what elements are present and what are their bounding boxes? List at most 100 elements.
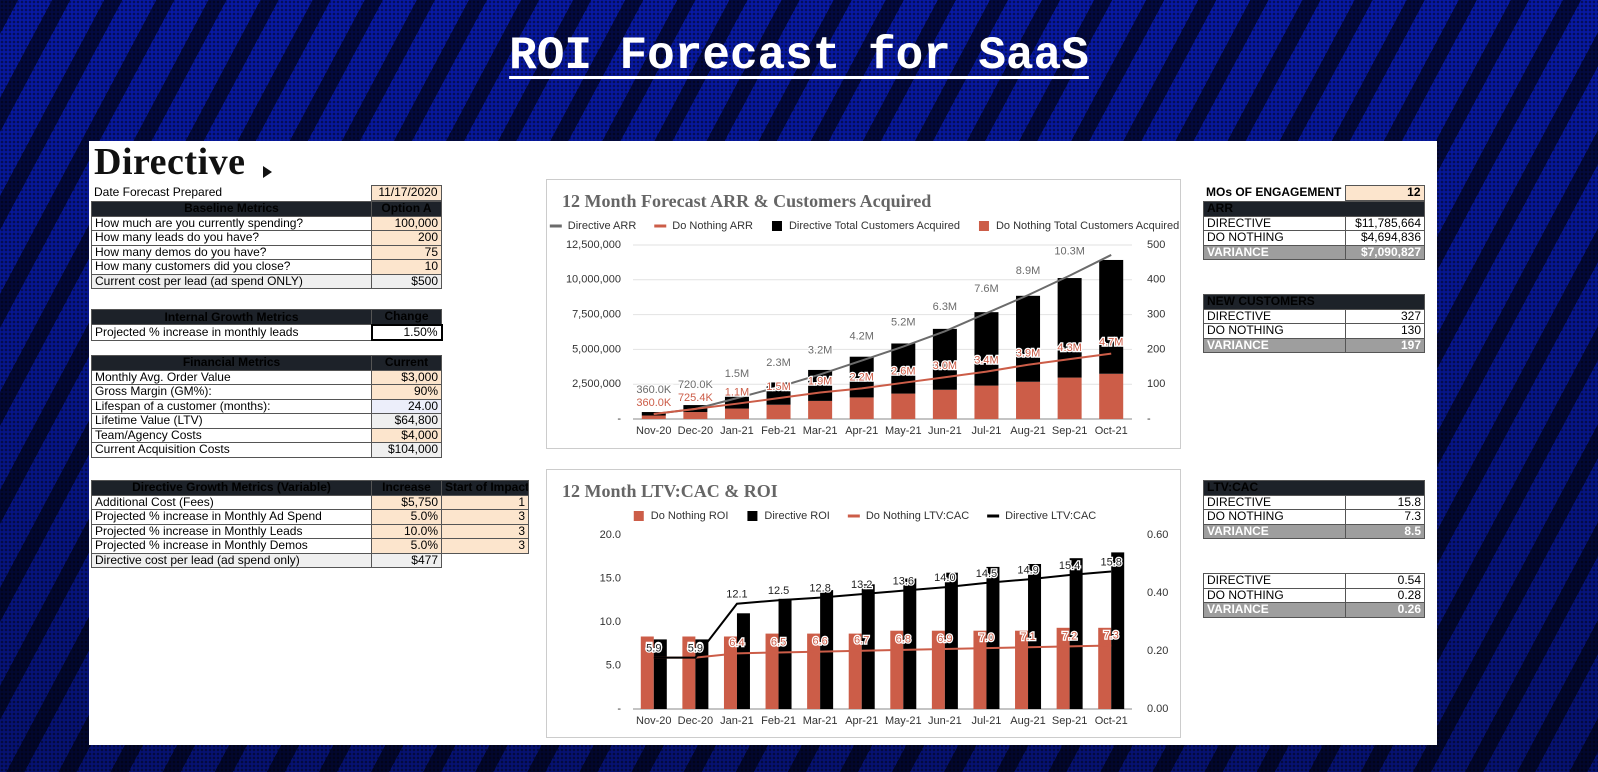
bar — [640, 636, 654, 709]
bar — [808, 400, 833, 419]
chart-title: 12 Month LTV:CAC & ROI — [562, 481, 778, 501]
cell: 197 — [1344, 337, 1426, 353]
bar — [736, 613, 750, 709]
x-tick-label: Aug-21 — [1010, 715, 1045, 727]
table-row: DIRECTIVE 15.8 — [1203, 494, 1426, 510]
data-label: 7.1 — [1020, 631, 1035, 643]
legend-label: Do Nothing ARR — [672, 220, 753, 232]
x-tick-label: Oct-21 — [1095, 425, 1128, 437]
table-row: Team/Agency Costs $4,000 — [91, 427, 442, 443]
cell: MOs OF ENGAGEMENT — [1206, 185, 1342, 200]
legend-item: Directive ARR — [549, 220, 636, 232]
bar — [932, 389, 957, 419]
cell: 0.28 — [1345, 587, 1425, 603]
table-header: ARR — [1203, 201, 1425, 217]
y-tick-label: 5.0 — [606, 659, 621, 671]
cell: 90% — [371, 384, 442, 400]
bar — [861, 584, 875, 709]
bar — [931, 630, 945, 709]
cell: 7.3 — [1344, 509, 1426, 525]
data-label: 10.3M — [1054, 246, 1085, 258]
chart-title: 12 Month Forecast ARR & Customers Acquir… — [562, 191, 931, 211]
line — [653, 352, 1112, 415]
table-row: VARIANCE $7,090,827 — [1203, 244, 1425, 260]
data-label: 7.0 — [979, 632, 994, 644]
bar — [1069, 558, 1083, 709]
x-tick-label: Oct-21 — [1095, 715, 1128, 727]
data-label: 5.2M — [891, 317, 915, 329]
table-header: LTV:CAC — [1202, 480, 1426, 496]
table-row: How many customers did you close? 10 — [91, 259, 442, 275]
bar — [932, 328, 957, 390]
y-tick-label: 20.0 — [600, 529, 621, 541]
data-label: 7.6M — [974, 283, 998, 295]
cell: Projected % increase in Monthly Ad Spend — [91, 509, 372, 525]
data-label: 1.5M — [725, 368, 749, 380]
legend-label: Directive LTV:CAC — [1005, 510, 1096, 522]
cell: $11,785,664 — [1345, 215, 1425, 231]
x-tick-label: Aug-21 — [1010, 425, 1045, 437]
y2-tick-label: 100 — [1147, 378, 1165, 390]
x-tick-label: Jan-21 — [720, 715, 754, 727]
x-tick-label: Jun-21 — [928, 425, 962, 437]
data-label: 6.8 — [896, 634, 911, 646]
cell: $7,090,827 — [1345, 244, 1425, 260]
y2-tick-label: 0.20 — [1147, 645, 1168, 657]
cell: DIRECTIVE — [1203, 573, 1346, 589]
header-cell: Current — [371, 355, 442, 371]
bar — [891, 343, 916, 394]
table-header: Internal Growth Metrics Change — [91, 309, 442, 325]
data-label: 6.3M — [933, 301, 957, 313]
cell: Projected % increase in Monthly Demos — [91, 538, 372, 554]
data-label: 7.2 — [1062, 630, 1077, 642]
cell: $500 — [371, 273, 442, 289]
table-row: Additional Cost (Fees) $5,750 1 — [91, 494, 529, 510]
bar — [683, 412, 708, 419]
table-row: DIRECTIVE $11,785,664 — [1203, 215, 1425, 231]
cell: Current Acquisition Costs — [91, 442, 372, 458]
y-tick-label: 10,000,000 — [566, 274, 621, 286]
bar — [1016, 295, 1041, 382]
data-label: 2.3M — [766, 357, 790, 369]
x-tick-label: Jul-21 — [971, 425, 1001, 437]
table-row: DO NOTHING 130 — [1203, 323, 1426, 339]
header-cell: ARR — [1203, 201, 1425, 217]
data-label: 720.0K — [678, 379, 714, 391]
table-row: DO NOTHING $4,694,836 — [1203, 230, 1425, 246]
table-row: Directive cost per lead (ad spend only) $… — [91, 552, 529, 568]
data-label: 2.2M — [849, 371, 873, 383]
legend-item: Do Nothing LTV:CAC — [847, 510, 969, 522]
x-tick-label: Nov-20 — [636, 425, 671, 437]
table-row: MOs OF ENGAGEMENT 12 — [1203, 185, 1425, 201]
cell: Date Forecast Prepared — [94, 185, 223, 200]
table-row: DO NOTHING 7.3 — [1203, 509, 1426, 525]
legend-item: Directive Total Customers Acquired — [771, 220, 960, 232]
y2-tick-label: 200 — [1147, 343, 1165, 355]
cell: $4,694,836 — [1345, 230, 1425, 246]
legend-item: Directive ROI — [747, 510, 830, 522]
legend-label: Directive ROI — [764, 510, 829, 522]
bar — [820, 590, 834, 709]
table: DIRECTIVE 0.54 DO NOTHING 0.28 VARIANCE 0.26 — [1203, 573, 1425, 618]
y-tick-label: - — [617, 703, 621, 715]
bar — [974, 312, 999, 386]
cell: $4,000 — [371, 427, 442, 443]
cell: 3 — [441, 523, 529, 539]
bar — [682, 636, 696, 709]
legend-item: Do Nothing ROI — [633, 510, 728, 522]
legend-label: Do Nothing LTV:CAC — [866, 510, 969, 522]
cell: VARIANCE — [1203, 523, 1346, 539]
table: LTV:CAC DIRECTIVE 15.8 DO NOTHING 7.3 VARIANC… — [1202, 480, 1426, 539]
data-label: 5.9 — [688, 643, 703, 655]
header-cell: Directive Growth Metrics (Variable) — [91, 480, 372, 496]
line — [653, 254, 1112, 415]
data-label: 1.1M — [725, 387, 749, 399]
cell: 10.0% — [371, 523, 442, 539]
legend-item: Do Nothing Total Customers Acquired — [978, 220, 1179, 232]
cell: 0.54 — [1345, 573, 1425, 589]
cell: Gross Margin (GM%): — [91, 384, 372, 400]
bar — [1028, 564, 1042, 709]
data-label: 360.0K — [636, 384, 672, 396]
cell: $5,750 — [371, 494, 442, 510]
data-label: 6.9 — [937, 633, 952, 645]
